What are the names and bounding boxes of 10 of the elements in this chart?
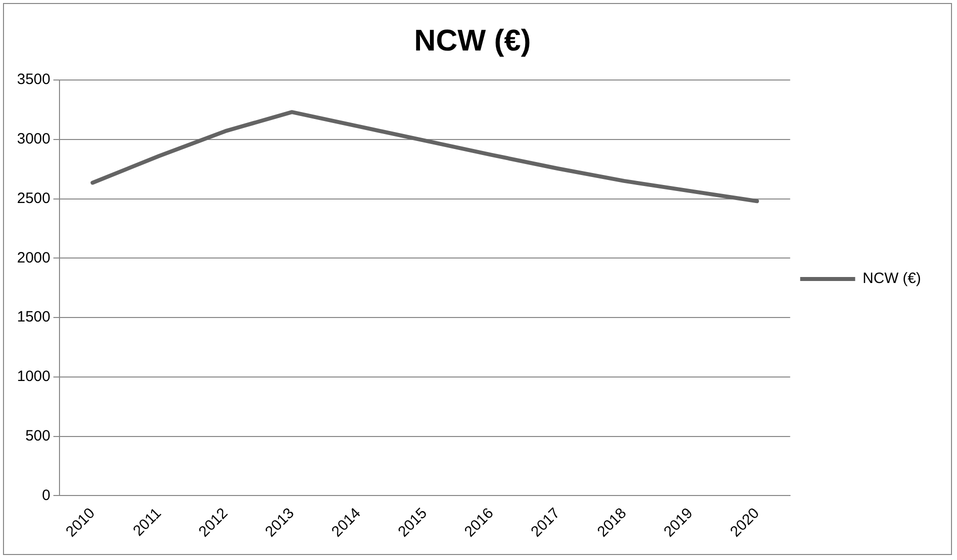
y-tick-label: 2000 bbox=[16, 249, 50, 266]
y-tick-label: 3500 bbox=[16, 71, 50, 88]
chart-title: NCW (€) bbox=[414, 24, 531, 58]
legend-label: NCW (€) bbox=[862, 270, 922, 288]
y-tick-label: 500 bbox=[25, 427, 50, 444]
y-tick-label: 0 bbox=[42, 486, 50, 504]
y-tick-label: 3000 bbox=[16, 130, 50, 148]
y-tick-label: 2500 bbox=[16, 190, 50, 207]
y-tick-label: 1000 bbox=[16, 368, 50, 386]
y-tick-label: 1500 bbox=[16, 308, 50, 326]
